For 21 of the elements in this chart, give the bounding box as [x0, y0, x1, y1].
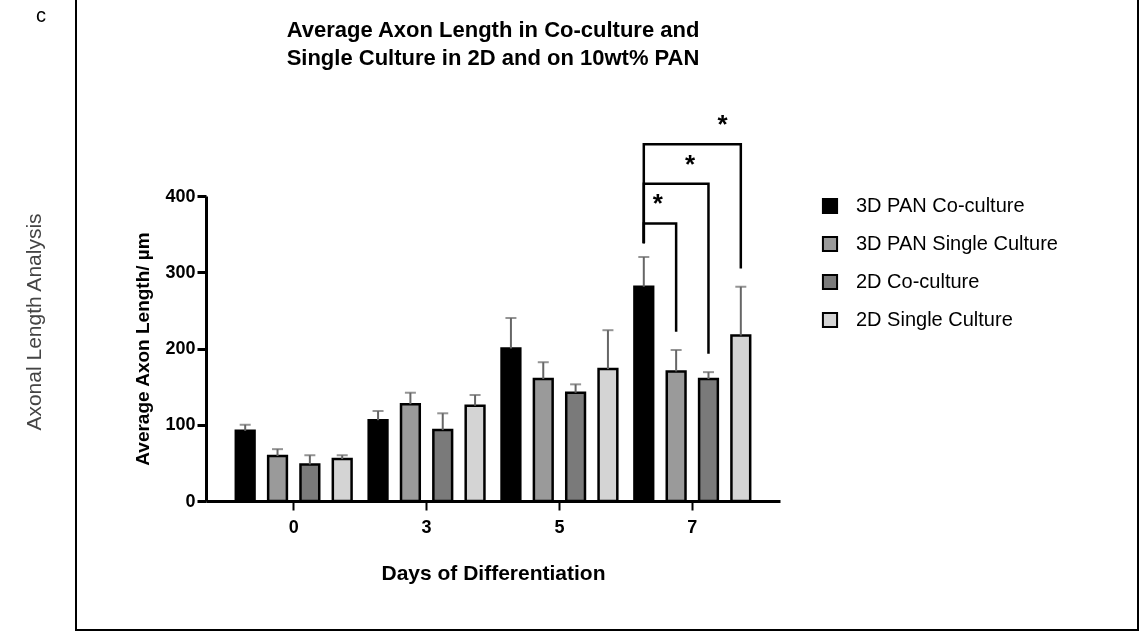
x-tick-label: 5	[554, 516, 565, 537]
y-tick-label: 300	[165, 261, 196, 282]
chart-title: Average Axon Length in Co-culture and Single Culture in 2D and on 10wt% PAN	[286, 17, 700, 71]
y-tick-label: 0	[185, 490, 196, 511]
x-axis-title: Days of Differentiation	[381, 560, 606, 584]
legend-label: 3D PAN Co-culture	[856, 194, 1025, 216]
legend-label: 2D Single Culture	[856, 308, 1013, 330]
text: c	[36, 4, 46, 27]
y-tick-label: 400	[165, 185, 196, 206]
text: *	[717, 109, 729, 140]
text: *	[685, 148, 697, 179]
legend-label: 2D Co-culture	[856, 270, 980, 292]
y-tick-label: 200	[165, 338, 196, 358]
legend-label: 3D PAN Single Culture	[856, 232, 1058, 254]
x-tick-label: 7	[687, 516, 698, 537]
x-tick-label: 3	[421, 516, 432, 537]
y-tick-label: 100	[165, 414, 196, 435]
y-axis-title: Average Axon Length/ µm	[132, 232, 154, 466]
annotation: *	[652, 188, 664, 219]
text: Axonal Length Analysis	[22, 213, 46, 431]
x-tick-label: 0	[288, 516, 299, 537]
